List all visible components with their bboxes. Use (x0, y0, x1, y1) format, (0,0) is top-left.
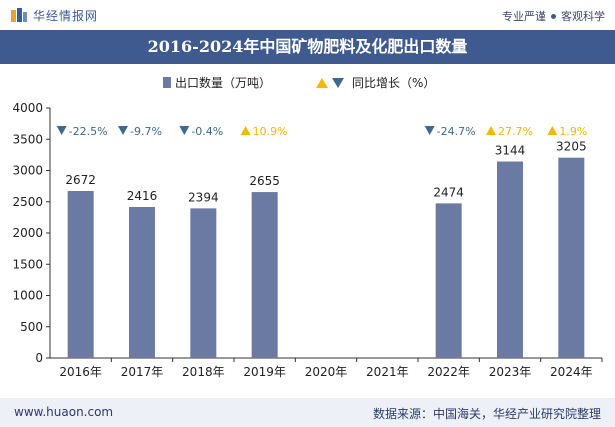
growth-up-triangle-icon (240, 126, 251, 135)
x-tick-label: 2022年 (427, 365, 470, 379)
bar-value-label: 3205 (556, 140, 587, 154)
x-tick-label: 2023年 (489, 365, 532, 379)
growth-value-label: -24.7% (437, 125, 476, 138)
y-tick-label: 1000 (12, 289, 43, 303)
growth-up-triangle-icon (547, 126, 558, 135)
growth-value-label: 1.9% (559, 125, 587, 138)
bar (558, 157, 585, 358)
tagline-left: 专业严谨 (502, 10, 546, 23)
bar (67, 191, 94, 358)
brand: 华经情报网 (10, 6, 98, 24)
x-tick-label: 2016年 (59, 365, 102, 379)
x-tick-label: 2021年 (366, 365, 409, 379)
y-tick-label: 500 (20, 320, 43, 334)
tagline: 专业严谨 客观科学 (502, 8, 605, 24)
growth-down-triangle-icon (118, 126, 128, 135)
tagline-right: 客观科学 (561, 10, 605, 23)
chart-title: 2016-2024年中国矿物肥料及化肥出口数量 (147, 37, 468, 56)
x-tick-label: 2020年 (305, 365, 348, 379)
x-tick-label: 2017年 (121, 365, 164, 379)
growth-up-triangle-icon (486, 126, 496, 135)
legend-down-triangle-icon (332, 78, 344, 88)
legend: 出口数量（万吨） 同比增长（%） (163, 75, 435, 90)
legend-up-triangle-icon (316, 78, 328, 88)
bar-chart: 出口数量（万吨） 同比增长（%） 0 500 1000 1500 2000 2500 300… (12, 75, 603, 379)
x-tick-label: 2024年 (550, 365, 593, 379)
bars (67, 157, 585, 358)
huajing-logo-icon (11, 8, 27, 22)
bar-value-label: 3144 (495, 144, 526, 158)
bar-value-label: 2394 (188, 190, 219, 204)
footer-url: www.huaon.com (14, 405, 114, 419)
growth-value-label: -9.7% (130, 125, 162, 138)
growth-labels: -22.5% -9.7% -0.4% 10.9% -24.7% 27.7% 1.9% (56, 125, 587, 138)
bar (497, 161, 523, 358)
legend-bar-swatch (163, 77, 171, 88)
growth-value-label: 27.7% (498, 125, 533, 138)
footer: www.huaon.com 数据来源：中国海关，华经产业研究院整理 (0, 398, 615, 427)
separator-dot-icon (551, 14, 556, 19)
legend-growth-label: 同比增长（%） (352, 76, 435, 90)
bar (251, 192, 278, 358)
axes: 0 500 1000 1500 2000 2500 3000 3500 4000 2016年 201… (12, 101, 603, 379)
value-labels: 2672 2416 2394 2655 2474 3144 3205 (65, 140, 586, 205)
y-tick-label: 2000 (12, 226, 43, 240)
growth-value-label: -22.5% (69, 125, 108, 138)
bar-value-label: 2672 (65, 173, 96, 187)
growth-down-triangle-icon (424, 126, 435, 135)
x-tick-label: 2019年 (243, 365, 286, 379)
title-bar: 2016-2024年中国矿物肥料及化肥出口数量 (0, 30, 615, 64)
y-tick-label: 0 (35, 351, 43, 365)
top-bar: 华经情报网 专业严谨 客观科学 (0, 0, 615, 30)
bar-value-label: 2655 (249, 174, 280, 188)
growth-value-label: -0.4% (191, 125, 223, 138)
y-tick-label: 4000 (12, 101, 43, 115)
bar-value-label: 2416 (127, 189, 158, 203)
growth-down-triangle-icon (56, 126, 67, 135)
bar (190, 208, 217, 358)
y-tick-label: 1500 (12, 257, 43, 271)
bar (129, 207, 155, 358)
bar (435, 203, 462, 358)
growth-value-label: 10.9% (253, 125, 288, 138)
legend-bar-label: 出口数量（万吨） (175, 75, 271, 90)
growth-down-triangle-icon (179, 126, 190, 135)
y-tick-label: 3000 (12, 164, 43, 178)
bar-value-label: 2474 (433, 185, 464, 199)
footer-source: 数据来源：中国海关，华经产业研究院整理 (372, 407, 601, 421)
y-tick-label: 2500 (12, 195, 43, 209)
y-tick-label: 3500 (12, 132, 43, 146)
x-tick-label: 2018年 (182, 365, 225, 379)
brand-name: 华经情报网 (33, 8, 99, 23)
